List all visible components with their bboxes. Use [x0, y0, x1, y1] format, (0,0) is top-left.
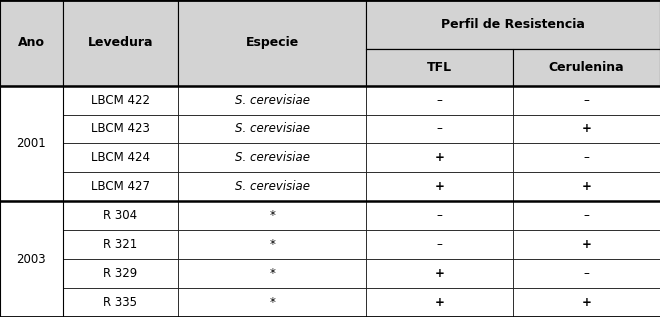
Bar [63, 114, 178, 144]
Bar [366, 49, 513, 86]
Text: *: * [269, 296, 275, 309]
Bar [366, 259, 513, 288]
Bar [178, 86, 366, 114]
Text: –: – [437, 94, 442, 107]
Bar [178, 144, 366, 172]
Bar [63, 86, 178, 114]
Bar [366, 201, 513, 230]
Bar [513, 288, 660, 317]
Bar [178, 288, 366, 317]
Bar [366, 0, 660, 49]
Bar [513, 86, 660, 114]
Text: +: + [435, 180, 444, 193]
Text: *: * [269, 209, 275, 222]
Text: –: – [583, 94, 589, 107]
Bar [513, 49, 660, 86]
Bar [63, 259, 178, 288]
Bar [63, 288, 178, 317]
Text: LBCM 424: LBCM 424 [91, 152, 150, 165]
Bar [513, 201, 660, 230]
Bar [178, 172, 366, 201]
Text: +: + [435, 267, 444, 280]
Text: –: – [437, 209, 442, 222]
Bar [513, 114, 660, 144]
Text: 2001: 2001 [16, 137, 46, 150]
Bar [366, 172, 513, 201]
Text: –: – [583, 209, 589, 222]
Text: Levedura: Levedura [88, 36, 153, 49]
Text: –: – [437, 238, 442, 251]
Text: Ano: Ano [18, 36, 45, 49]
Text: LBCM 427: LBCM 427 [91, 180, 150, 193]
Text: +: + [435, 152, 444, 165]
Bar [366, 114, 513, 144]
Text: S. cerevisiae: S. cerevisiae [235, 152, 310, 165]
Bar [513, 172, 660, 201]
Text: S. cerevisiae: S. cerevisiae [235, 94, 310, 107]
Text: S. cerevisiae: S. cerevisiae [235, 180, 310, 193]
Bar [63, 201, 178, 230]
Bar [366, 230, 513, 259]
Text: 2003: 2003 [16, 253, 46, 266]
Bar [63, 144, 178, 172]
Text: Perfil de Resistencia: Perfil de Resistencia [442, 18, 585, 31]
Text: +: + [581, 238, 591, 251]
Text: –: – [437, 122, 442, 135]
Bar [178, 259, 366, 288]
Bar [513, 230, 660, 259]
Text: –: – [583, 267, 589, 280]
Bar [178, 114, 366, 144]
Text: Especie: Especie [246, 36, 299, 49]
Text: R 321: R 321 [104, 238, 137, 251]
Text: R 335: R 335 [104, 296, 137, 309]
Text: +: + [435, 296, 444, 309]
Text: S. cerevisiae: S. cerevisiae [235, 122, 310, 135]
Bar [63, 172, 178, 201]
Text: LBCM 423: LBCM 423 [91, 122, 150, 135]
Bar [178, 201, 366, 230]
Bar [178, 230, 366, 259]
Bar [63, 0, 178, 86]
Text: –: – [583, 152, 589, 165]
Text: R 329: R 329 [104, 267, 137, 280]
Text: LBCM 422: LBCM 422 [91, 94, 150, 107]
Bar [366, 288, 513, 317]
Bar [513, 259, 660, 288]
Bar [0, 0, 63, 86]
Text: *: * [269, 238, 275, 251]
Bar [178, 0, 366, 86]
Text: TFL: TFL [427, 61, 452, 74]
Text: +: + [581, 296, 591, 309]
Bar [0, 201, 63, 317]
Text: R 304: R 304 [104, 209, 137, 222]
Bar [0, 86, 63, 201]
Bar [63, 230, 178, 259]
Bar [366, 86, 513, 114]
Text: +: + [581, 180, 591, 193]
Bar [513, 144, 660, 172]
Text: Cerulenina: Cerulenina [548, 61, 624, 74]
Text: +: + [581, 122, 591, 135]
Bar [366, 144, 513, 172]
Text: *: * [269, 267, 275, 280]
